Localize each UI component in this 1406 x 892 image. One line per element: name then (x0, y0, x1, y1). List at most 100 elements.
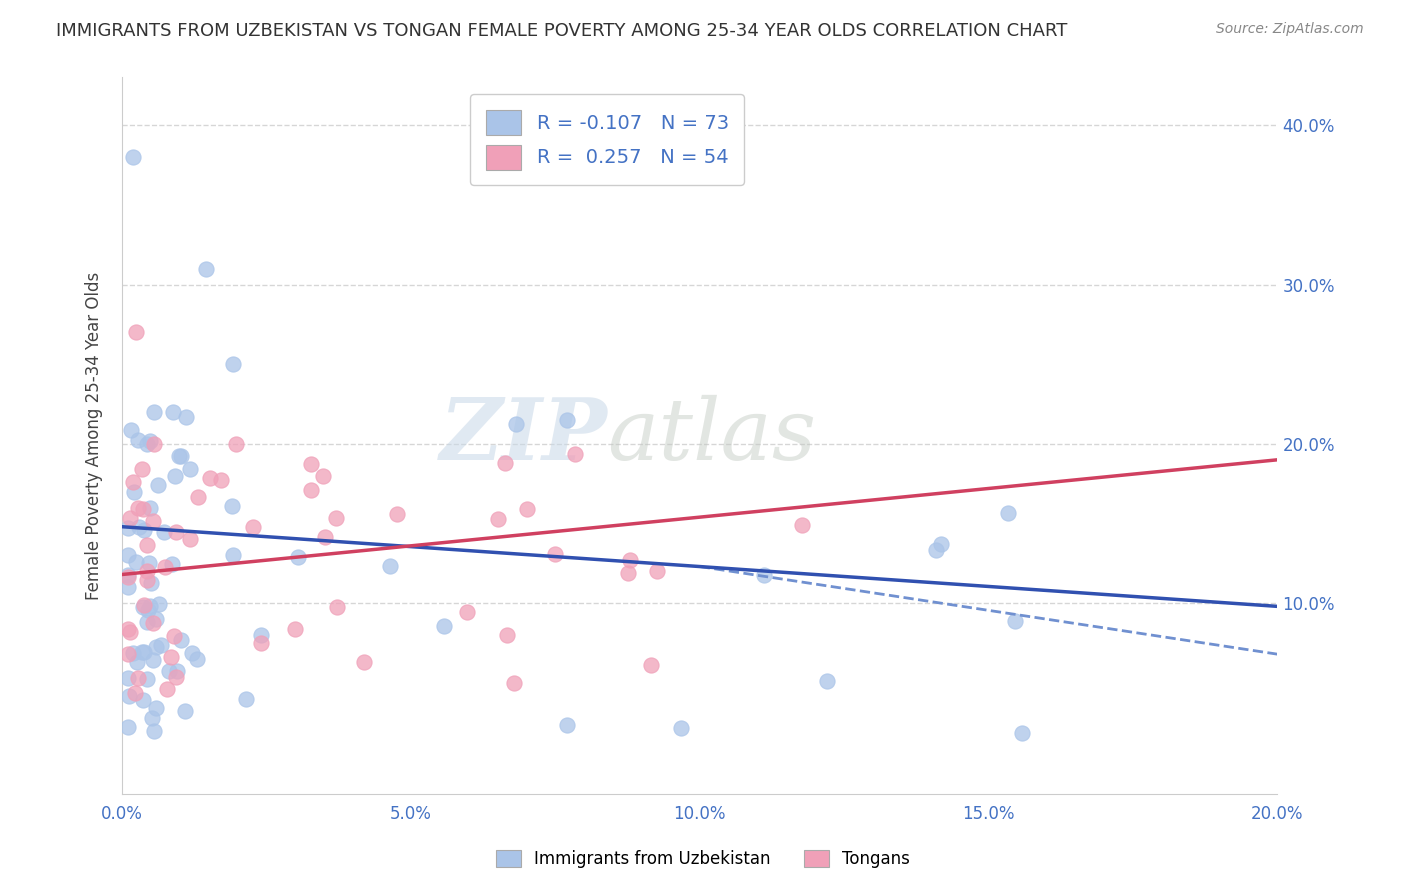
Point (142, 616, 165, 631)
Point (127, 433, 149, 447)
Point (145, 700, 167, 714)
Point (495, 628, 517, 642)
Point (179, 533, 201, 547)
Point (145, 612, 167, 626)
Point (170, 632, 193, 647)
Point (790, 518, 813, 533)
Point (142, 653, 165, 667)
Point (135, 615, 157, 630)
Point (456, 605, 478, 619)
Point (250, 635, 273, 649)
Point (166, 664, 188, 678)
Legend: R = -0.107   N = 73, R =  0.257   N = 54: R = -0.107 N = 73, R = 0.257 N = 54 (471, 95, 744, 186)
Point (564, 447, 586, 461)
Point (141, 576, 163, 591)
Point (249, 628, 271, 642)
Point (157, 664, 180, 678)
Point (486, 511, 509, 525)
Point (925, 543, 948, 558)
Point (170, 449, 193, 463)
Point (121, 646, 143, 660)
Point (997, 506, 1019, 520)
Point (135, 672, 157, 686)
Point (127, 671, 149, 685)
Point (117, 568, 139, 582)
Point (235, 692, 257, 706)
Point (120, 624, 142, 639)
Point (209, 473, 232, 487)
Point (155, 559, 177, 574)
Point (132, 693, 155, 707)
Point (117, 622, 139, 636)
Point (752, 568, 775, 582)
Point (299, 457, 322, 471)
Point (645, 564, 668, 578)
Point (494, 456, 516, 470)
Point (155, 681, 177, 696)
Point (143, 405, 166, 419)
Point (167, 449, 190, 463)
Text: IMMIGRANTS FROM UZBEKISTAN VS TONGAN FEMALE POVERTY AMONG 25-34 YEAR OLDS CORREL: IMMIGRANTS FROM UZBEKISTAN VS TONGAN FEM… (56, 22, 1067, 40)
Point (120, 511, 142, 525)
Point (669, 722, 692, 736)
Point (165, 525, 187, 540)
Point (150, 638, 173, 652)
Point (312, 468, 335, 483)
Point (117, 580, 139, 594)
Point (378, 558, 401, 573)
Point (136, 564, 159, 578)
Point (385, 507, 408, 521)
Point (929, 537, 952, 551)
Point (125, 326, 148, 340)
Point (124, 686, 146, 700)
Point (146, 478, 169, 492)
Point (142, 514, 165, 528)
Point (325, 510, 347, 524)
Point (174, 409, 197, 424)
Point (134, 599, 156, 613)
Point (134, 645, 156, 659)
Point (139, 500, 162, 515)
Point (136, 603, 159, 617)
Point (122, 150, 145, 164)
Point (619, 553, 641, 567)
Point (117, 521, 139, 535)
Point (145, 640, 167, 654)
Point (555, 412, 578, 426)
Point (195, 261, 218, 276)
Point (135, 538, 157, 552)
Point (121, 475, 143, 489)
Point (148, 597, 170, 611)
Point (118, 690, 141, 704)
Point (353, 656, 375, 670)
Point (131, 462, 153, 476)
Point (163, 468, 186, 483)
Text: atlas: atlas (607, 394, 817, 477)
Point (117, 671, 139, 685)
Point (181, 646, 204, 660)
Point (502, 675, 524, 690)
Point (141, 711, 163, 725)
Point (125, 655, 148, 669)
Point (617, 566, 640, 580)
Point (326, 599, 349, 614)
Point (555, 717, 578, 731)
Point (132, 523, 155, 537)
Point (160, 557, 183, 571)
Point (222, 548, 245, 562)
Point (131, 645, 153, 659)
Point (179, 462, 201, 476)
Point (1004, 614, 1026, 628)
Point (242, 520, 264, 534)
Point (143, 723, 166, 738)
Point (222, 357, 245, 371)
Y-axis label: Female Poverty Among 25-34 Year Olds: Female Poverty Among 25-34 Year Olds (86, 272, 103, 600)
Point (143, 437, 166, 451)
Point (815, 674, 838, 689)
Point (132, 600, 155, 615)
Point (153, 524, 176, 539)
Point (299, 483, 322, 497)
Point (314, 530, 336, 544)
Point (225, 437, 247, 451)
Point (139, 434, 162, 448)
